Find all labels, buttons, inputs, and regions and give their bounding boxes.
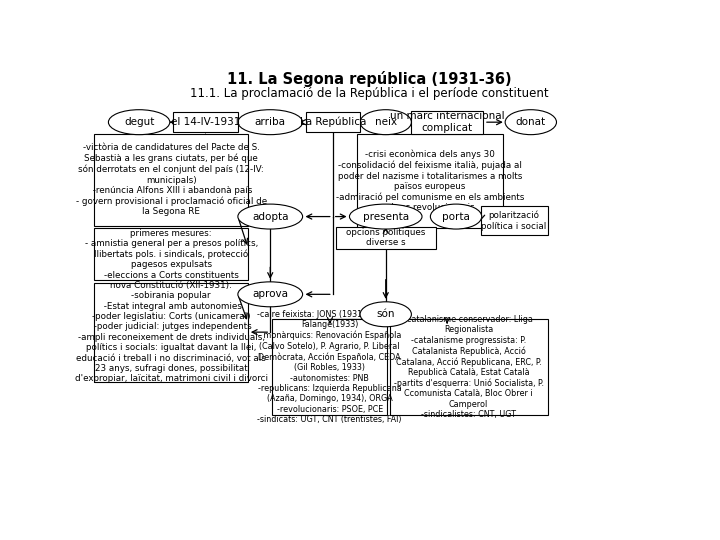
Ellipse shape [360, 302, 411, 327]
FancyBboxPatch shape [481, 206, 547, 235]
Ellipse shape [431, 204, 482, 229]
Ellipse shape [238, 110, 302, 134]
Text: -caire feixista: JONS (1931) unides a
Falange(1933)
- monàrquics: Renovación Esp: -caire feixista: JONS (1931) unides a Fa… [257, 310, 402, 424]
Ellipse shape [360, 110, 411, 134]
Ellipse shape [238, 282, 302, 307]
FancyBboxPatch shape [94, 228, 248, 280]
FancyBboxPatch shape [94, 282, 248, 382]
Text: aprova: aprova [252, 289, 288, 299]
Text: arriba: arriba [255, 117, 286, 127]
Ellipse shape [349, 204, 422, 229]
FancyBboxPatch shape [356, 134, 503, 228]
FancyBboxPatch shape [411, 111, 483, 133]
FancyBboxPatch shape [272, 319, 387, 415]
Text: -victòria de candidatures del Pacte de S.
Sebastià a les grans ciutats, per bé q: -victòria de candidatures del Pacte de S… [76, 143, 266, 217]
FancyBboxPatch shape [94, 134, 248, 226]
FancyBboxPatch shape [390, 319, 547, 415]
Text: un marc internacional
complicat: un marc internacional complicat [390, 111, 505, 133]
Text: nova Constitució (XII-1931):
-sobirania popular
 -Estat integral amb autonomies
: nova Constitució (XII-1931): -sobirania … [75, 281, 268, 383]
Text: primeres mesures:
- amnistia general per a presos polítics,
llibertats pols. i s: primeres mesures: - amnistia general per… [84, 228, 258, 280]
Ellipse shape [238, 204, 302, 229]
Text: opcions polítiques
diverse s: opcions polítiques diverse s [346, 228, 426, 247]
Text: 11.1. La proclamació de la República i el període constituent: 11.1. La proclamació de la República i e… [189, 87, 549, 100]
Text: el 14-IV-1931: el 14-IV-1931 [171, 117, 240, 127]
Ellipse shape [109, 110, 170, 134]
Text: porta: porta [442, 212, 470, 221]
Text: degut: degut [124, 117, 154, 127]
FancyBboxPatch shape [306, 112, 359, 132]
Text: La República: La República [300, 117, 366, 127]
FancyBboxPatch shape [173, 112, 238, 132]
Text: neix: neix [374, 117, 397, 127]
Ellipse shape [505, 110, 557, 134]
FancyBboxPatch shape [336, 227, 436, 248]
Text: -catalanisme conservador: Lliga
Regionalista
-catalanisme progressista: P.
Catal: -catalanisme conservador: Lliga Regional… [394, 315, 544, 419]
Text: presenta: presenta [363, 212, 409, 221]
Text: -crisi econòmica dels anys 30
-consolidació del feixisme italià, pujada al
poder: -crisi econòmica dels anys 30 -consolida… [336, 150, 524, 212]
Text: donat: donat [516, 117, 546, 127]
Text: polarització
política i social: polarització política i social [482, 211, 546, 231]
Text: 11. La Segona república (1931-36): 11. La Segona república (1931-36) [227, 71, 511, 87]
Text: adopta: adopta [252, 212, 289, 221]
Text: són: són [377, 309, 395, 319]
